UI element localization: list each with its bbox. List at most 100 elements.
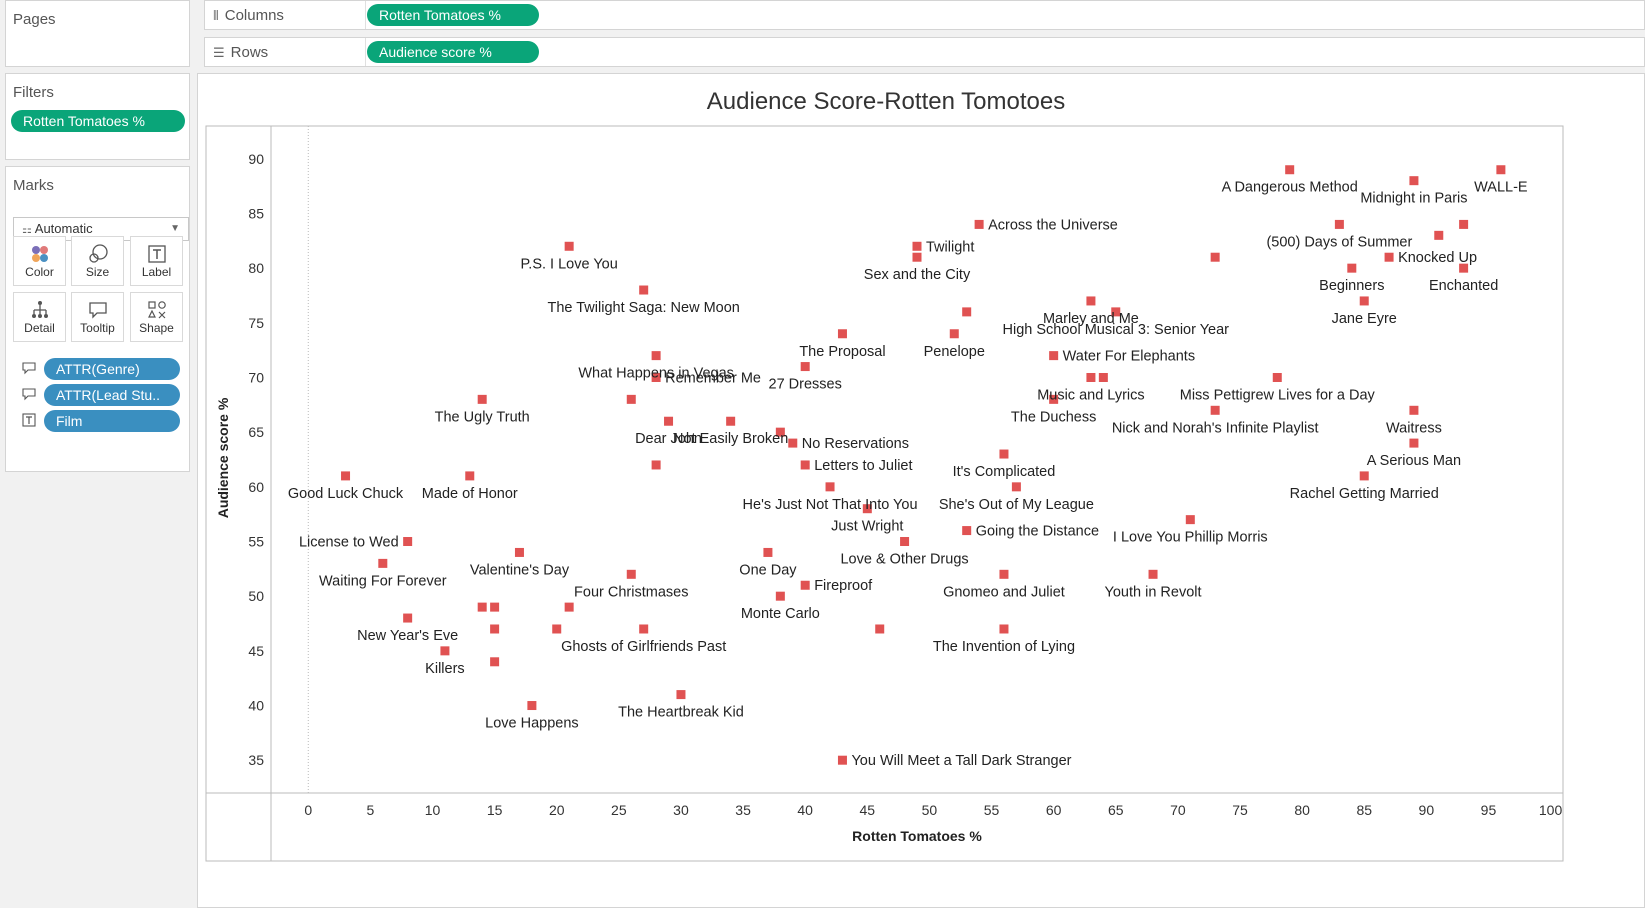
data-point[interactable] <box>477 394 487 404</box>
data-point[interactable] <box>949 329 959 339</box>
data-point[interactable] <box>875 624 885 634</box>
data-point[interactable] <box>490 657 500 667</box>
size-button[interactable]: Size <box>71 236 124 286</box>
shape-label: Shape <box>139 321 174 335</box>
color-button[interactable]: Color <box>13 236 66 286</box>
data-point[interactable] <box>1086 372 1096 382</box>
field-pill[interactable]: ATTR(Genre) <box>44 358 180 380</box>
data-point[interactable] <box>862 504 872 514</box>
x-tick-label: 90 <box>1419 802 1435 818</box>
data-point[interactable] <box>1359 471 1369 481</box>
point-label: Marley and Me <box>1043 311 1139 327</box>
data-point[interactable] <box>999 624 1009 634</box>
data-point[interactable] <box>1434 230 1444 240</box>
data-point[interactable] <box>726 416 736 426</box>
data-point[interactable] <box>651 460 661 470</box>
tooltip-button[interactable]: Tooltip <box>71 292 124 342</box>
data-point[interactable] <box>639 285 649 295</box>
data-point[interactable] <box>1111 307 1121 317</box>
data-point[interactable] <box>403 613 413 623</box>
data-point[interactable] <box>1148 569 1158 579</box>
pages-panel[interactable]: Pages <box>5 0 190 67</box>
data-point[interactable] <box>775 427 785 437</box>
detail-button[interactable]: Detail <box>13 292 66 342</box>
point-label: High School Musical 3: Senior Year <box>1003 322 1230 338</box>
data-point[interactable] <box>1409 176 1419 186</box>
data-point[interactable] <box>1384 252 1394 262</box>
data-point[interactable] <box>1347 263 1357 273</box>
columns-shelf[interactable]: ⦀ Columns Rotten Tomatoes % <box>204 0 1645 30</box>
data-point[interactable] <box>1459 219 1469 229</box>
data-point[interactable] <box>651 372 661 382</box>
data-point[interactable] <box>1459 263 1469 273</box>
data-point[interactable] <box>403 537 413 547</box>
data-point[interactable] <box>651 351 661 361</box>
data-point[interactable] <box>1049 351 1059 361</box>
data-point[interactable] <box>1409 405 1419 415</box>
data-point[interactable] <box>490 602 500 612</box>
data-point[interactable] <box>514 547 524 557</box>
shape-button[interactable]: Shape <box>130 292 183 342</box>
data-point[interactable] <box>490 624 500 634</box>
data-point[interactable] <box>1496 165 1506 175</box>
data-point[interactable] <box>664 416 674 426</box>
data-point[interactable] <box>676 690 686 700</box>
x-tick-label: 100 <box>1539 802 1563 818</box>
data-point[interactable] <box>912 241 922 251</box>
data-point[interactable] <box>1049 394 1059 404</box>
data-point[interactable] <box>378 558 388 568</box>
filter-pill-rotten-tomatoes[interactable]: Rotten Tomatoes % <box>11 110 185 132</box>
field-pill[interactable]: Film <box>44 410 180 432</box>
data-point[interactable] <box>800 460 810 470</box>
data-point[interactable] <box>341 471 351 481</box>
data-point[interactable] <box>626 569 636 579</box>
data-point[interactable] <box>800 362 810 372</box>
rows-pill[interactable]: Audience score % <box>367 41 539 63</box>
data-point[interactable] <box>788 438 798 448</box>
data-point[interactable] <box>837 329 847 339</box>
data-point[interactable] <box>1285 165 1295 175</box>
data-point[interactable] <box>1409 438 1419 448</box>
data-point[interactable] <box>564 602 574 612</box>
data-point[interactable] <box>1334 219 1344 229</box>
data-point[interactable] <box>825 482 835 492</box>
data-point[interactable] <box>1011 482 1021 492</box>
data-point[interactable] <box>763 547 773 557</box>
data-point[interactable] <box>1272 372 1282 382</box>
data-point[interactable] <box>1185 515 1195 525</box>
data-point[interactable] <box>1210 252 1220 262</box>
data-point[interactable] <box>800 580 810 590</box>
data-point[interactable] <box>527 701 537 711</box>
data-point[interactable] <box>999 449 1009 459</box>
data-point[interactable] <box>775 591 785 601</box>
data-point[interactable] <box>552 624 562 634</box>
data-point[interactable] <box>962 307 972 317</box>
data-point[interactable] <box>837 755 847 765</box>
data-point[interactable] <box>1098 372 1108 382</box>
data-point[interactable] <box>974 219 984 229</box>
columns-icon: ⦀ <box>213 9 219 24</box>
x-tick-label: 70 <box>1170 802 1186 818</box>
filters-panel[interactable]: Filters Rotten Tomatoes % <box>5 73 190 160</box>
field-pill[interactable]: ATTR(Lead Stu.. <box>44 384 180 406</box>
point-label: One Day <box>739 562 797 578</box>
point-label: Remember Me <box>665 370 761 386</box>
data-point[interactable] <box>1086 296 1096 306</box>
data-point[interactable] <box>912 252 922 262</box>
data-point[interactable] <box>465 471 475 481</box>
label-button[interactable]: Label <box>130 236 183 286</box>
data-point[interactable] <box>962 526 972 536</box>
data-point[interactable] <box>1359 296 1369 306</box>
mark-type-label: Automatic <box>34 221 93 236</box>
data-point[interactable] <box>564 241 574 251</box>
data-point[interactable] <box>477 602 487 612</box>
data-point[interactable] <box>900 537 910 547</box>
data-point[interactable] <box>639 624 649 634</box>
data-point[interactable] <box>440 646 450 656</box>
data-point[interactable] <box>999 569 1009 579</box>
rows-shelf[interactable]: ☰ Rows Audience score % <box>204 37 1645 67</box>
data-point[interactable] <box>626 394 636 404</box>
columns-pill[interactable]: Rotten Tomatoes % <box>367 4 539 26</box>
data-point[interactable] <box>1210 405 1220 415</box>
